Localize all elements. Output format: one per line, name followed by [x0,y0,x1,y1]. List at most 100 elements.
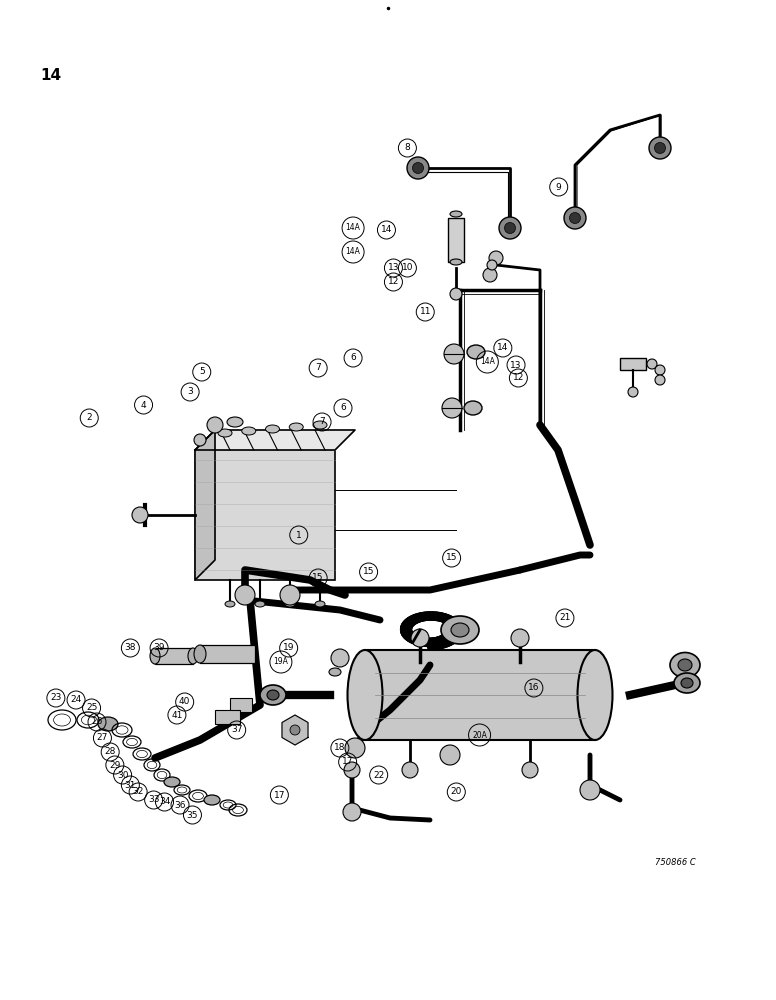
Text: 19A: 19A [273,658,289,666]
Ellipse shape [265,425,279,433]
Ellipse shape [188,648,198,664]
Ellipse shape [255,601,265,607]
Circle shape [343,803,361,821]
Text: 33: 33 [148,796,159,804]
Ellipse shape [450,259,462,265]
Ellipse shape [681,678,693,688]
Circle shape [440,745,460,765]
Ellipse shape [441,616,479,644]
Text: 9: 9 [556,182,562,192]
Circle shape [280,585,300,605]
Text: 32: 32 [133,788,144,796]
Text: 37: 37 [231,726,242,734]
Text: 13: 13 [388,263,399,272]
Circle shape [444,344,464,364]
Text: 15: 15 [313,574,324,582]
Ellipse shape [467,345,485,359]
Text: 14A: 14A [480,358,495,366]
FancyBboxPatch shape [448,218,464,262]
Circle shape [649,137,671,159]
Text: 41: 41 [171,710,182,720]
Polygon shape [282,715,308,745]
Text: 6: 6 [340,403,346,412]
Text: 30: 30 [117,770,128,780]
FancyBboxPatch shape [195,450,335,580]
FancyBboxPatch shape [230,698,252,712]
Ellipse shape [289,423,303,431]
Text: 14: 14 [497,344,508,353]
Text: 3: 3 [187,387,193,396]
Text: 39: 39 [154,644,165,652]
Text: 7: 7 [319,418,325,426]
Circle shape [407,157,429,179]
Text: 31: 31 [125,780,136,790]
Text: 17: 17 [274,790,285,800]
Circle shape [194,434,206,446]
Text: 11: 11 [420,308,431,316]
Text: 2: 2 [86,414,92,422]
Circle shape [235,585,255,605]
Ellipse shape [285,601,295,607]
Ellipse shape [267,690,279,700]
Circle shape [655,375,665,385]
Text: 1: 1 [296,530,302,540]
Ellipse shape [150,648,160,664]
Text: 23: 23 [50,694,61,702]
Circle shape [331,649,349,667]
Text: 40: 40 [179,698,190,706]
Text: 19: 19 [283,644,294,652]
Circle shape [402,762,418,778]
Polygon shape [195,430,215,580]
Text: 36: 36 [175,800,185,810]
Circle shape [489,251,503,265]
Text: 7: 7 [315,363,321,372]
Circle shape [345,738,365,758]
Circle shape [564,207,586,229]
Ellipse shape [313,421,327,429]
Text: 22: 22 [373,770,384,780]
Ellipse shape [242,427,256,435]
Ellipse shape [225,601,235,607]
Text: 26: 26 [92,718,102,726]
Text: 15: 15 [446,554,457,562]
Ellipse shape [464,401,482,415]
Circle shape [413,162,424,174]
Circle shape [450,288,462,300]
Text: 6: 6 [350,354,356,362]
Text: 29: 29 [109,760,120,770]
Ellipse shape [227,417,243,427]
Text: 28: 28 [105,748,116,756]
Text: 27: 27 [97,734,108,742]
Circle shape [511,629,529,647]
Ellipse shape [450,211,462,217]
Text: 5: 5 [199,367,205,376]
Circle shape [344,762,360,778]
Ellipse shape [98,717,118,731]
Ellipse shape [674,673,700,693]
Text: 13: 13 [511,360,521,369]
Circle shape [580,780,600,800]
FancyBboxPatch shape [200,645,255,663]
Circle shape [522,762,538,778]
Text: 14: 14 [40,68,61,83]
Circle shape [570,213,580,224]
Text: 750866 C: 750866 C [655,858,696,867]
Text: 12: 12 [388,277,399,286]
Text: 4: 4 [140,400,147,410]
Text: 12: 12 [513,373,524,382]
Circle shape [487,260,497,270]
Text: 16: 16 [528,684,539,692]
Text: 17: 17 [342,758,353,766]
Ellipse shape [670,652,700,678]
Ellipse shape [315,601,325,607]
Ellipse shape [290,725,300,735]
Ellipse shape [451,623,469,637]
Text: 15: 15 [363,568,374,576]
Text: 20: 20 [451,788,462,796]
Ellipse shape [204,795,220,805]
Ellipse shape [164,777,180,787]
Text: 14A: 14A [345,224,361,232]
Circle shape [628,387,638,397]
Ellipse shape [348,650,383,740]
Text: 14: 14 [381,226,392,234]
